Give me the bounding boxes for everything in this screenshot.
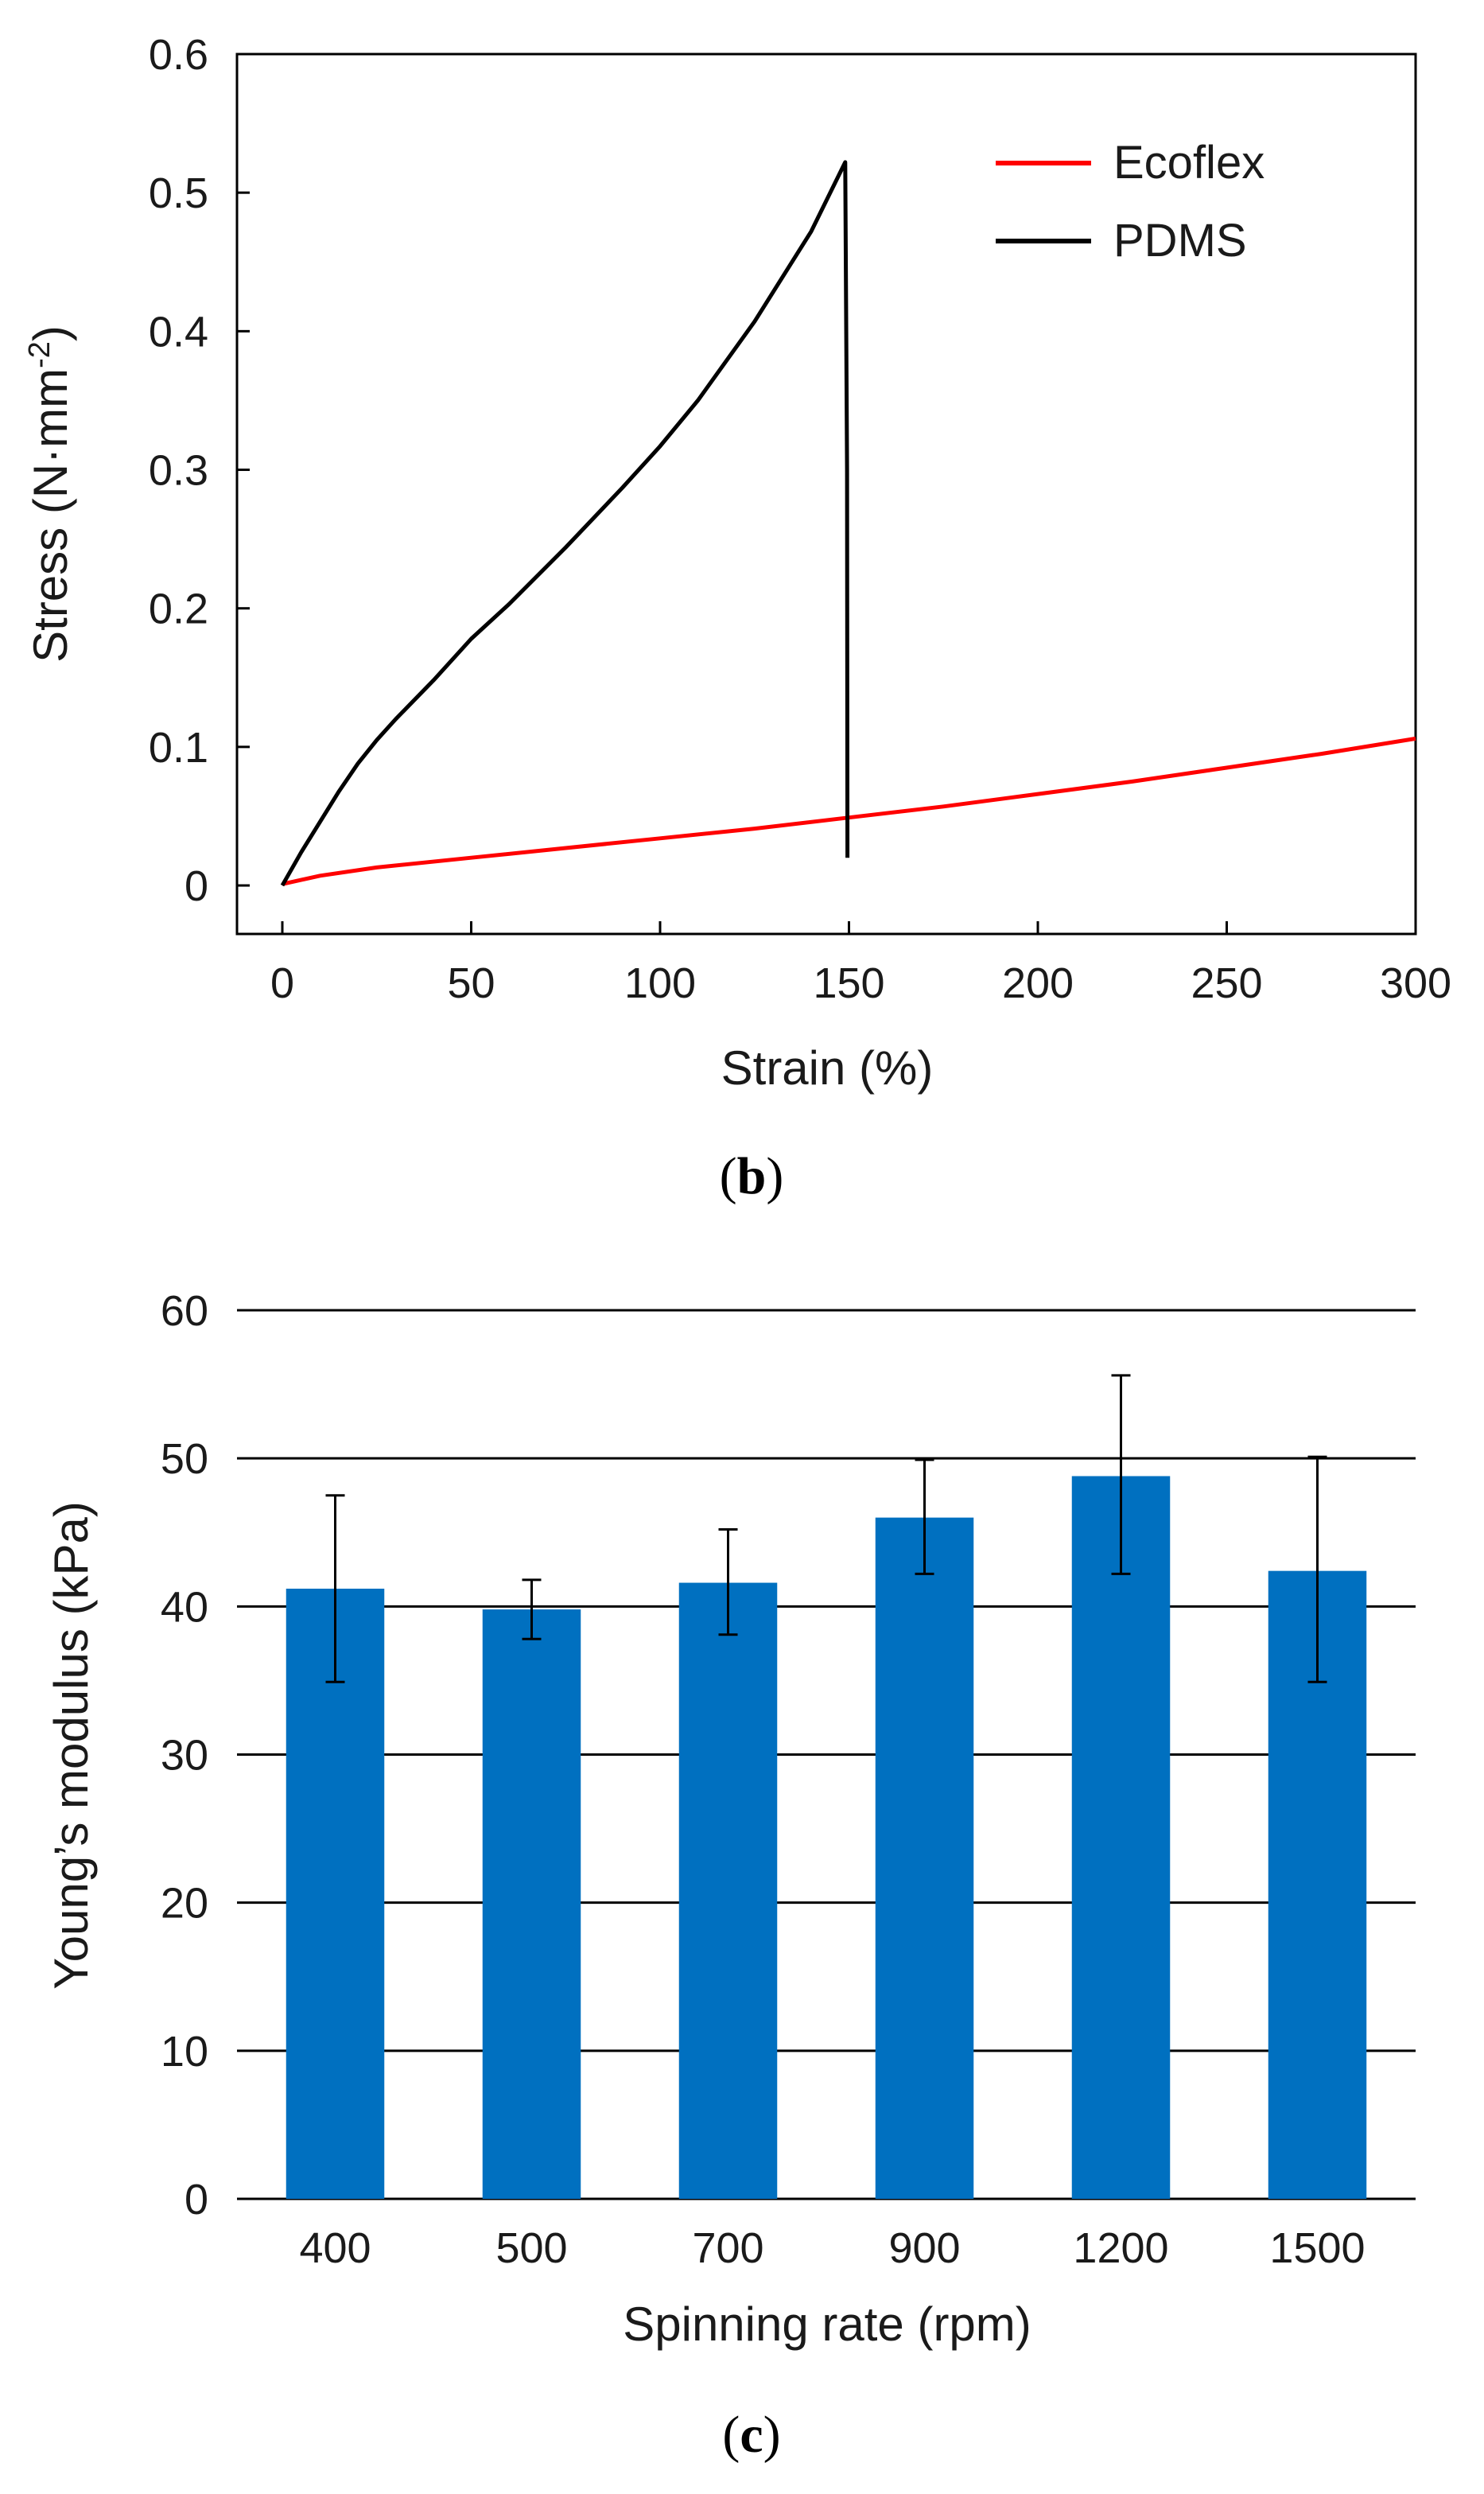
panel-label-b: (b)	[720, 1147, 784, 1205]
chart-b-x-tick-label: 200	[1002, 959, 1074, 1007]
chart-c-error-bars	[325, 1374, 1327, 1683]
chart-b-x-tick-label: 100	[624, 959, 696, 1007]
chart-b-x-tick-label: 250	[1191, 959, 1262, 1007]
bar-400	[286, 1588, 385, 2199]
panel-label-c: (c)	[722, 2406, 780, 2464]
chart-b-ticks: 0 50 100 150 200 250 300 0 0.1 0.2 0.3 0.4 0.5 0.6	[149, 31, 1451, 1007]
chart-b-y-axis-label: Stress (N·mm-2)	[23, 325, 77, 663]
chart-b-x-tick-label: 150	[813, 959, 884, 1007]
chart-b-y-axis-label-main: Stress (N·mm	[24, 368, 77, 663]
bar-900	[875, 1517, 974, 2199]
bar-500	[482, 1609, 581, 2199]
series-line-ecoflex	[282, 736, 1416, 886]
series-line-pdms	[280, 160, 850, 887]
chart-b-y-tick-label: 0.5	[149, 169, 208, 217]
panel-label-c-close: )	[763, 2406, 781, 2464]
chart-c: 0 10 20 30 40 50 60 400 500 700 900 1200 1500 Spinn…	[45, 1287, 1416, 2464]
chart-b-y-tick-label: 0	[185, 862, 208, 910]
chart-b-y-axis-label-end: )	[24, 325, 77, 341]
bar-700	[678, 1582, 778, 2199]
chart-c-x-tick-label: 1200	[1073, 2224, 1168, 2272]
chart-b-x-tick-label: 0	[270, 959, 294, 1007]
chart-b-y-tick-label: 0.4	[149, 308, 208, 356]
panel-label-c-open: (	[722, 2406, 740, 2464]
chart-c-x-tick-label: 700	[692, 2224, 763, 2272]
legend-label-ecoflex: Ecoflex	[1113, 137, 1265, 189]
bar-1200	[1071, 1476, 1171, 2199]
chart-c-ticks: 400 500 700 900 1200 1500	[299, 2224, 1365, 2272]
chart-c-x-axis-label: Spinning rate (rpm)	[623, 2298, 1031, 2351]
chart-c-bars	[286, 1476, 1367, 2199]
chart-b-y-tick-label: 0.2	[149, 586, 208, 633]
chart-c-y-tick-label: 30	[161, 1732, 208, 1780]
chart-c-gridlines: 0 10 20 30 40 50 60	[161, 1287, 1416, 2224]
chart-c-y-tick-label: 10	[161, 2028, 208, 2076]
chart-c-x-tick-label: 500	[495, 2224, 567, 2272]
chart-b-y-tick-label: 0.1	[149, 724, 208, 772]
panel-label-b-letter: b	[737, 1147, 767, 1205]
chart-c-x-tick-label: 1500	[1269, 2224, 1365, 2272]
chart-b-y-tick-label: 0.6	[149, 31, 208, 79]
chart-b-x-axis-label: Strain (%)	[721, 1041, 934, 1095]
chart-c-y-axis-label: Young’s modulus (kPa)	[45, 1501, 98, 1990]
chart-b-y-tick-label: 0.3	[149, 447, 208, 495]
chart-b-x-tick-label: 50	[447, 959, 495, 1007]
chart-c-x-tick-label: 400	[299, 2224, 371, 2272]
chart-c-x-tick-label: 900	[888, 2224, 960, 2272]
panel-label-c-letter: c	[740, 2406, 763, 2464]
panel-label-b-open: (	[720, 1147, 737, 1205]
chart-c-y-tick-label: 50	[161, 1435, 208, 1483]
chart-c-y-tick-label: 20	[161, 1880, 208, 1928]
chart-b-series	[280, 160, 1416, 887]
panel-label-b-close: )	[766, 1147, 783, 1205]
chart-b: 0 50 100 150 200 250 300 0 0.1 0.2 0.3 0.4 0.5 0.6 Ec…	[23, 31, 1451, 1205]
chart-c-y-tick-label: 60	[161, 1287, 208, 1335]
legend-label-pdms: PDMS	[1113, 215, 1247, 267]
chart-b-frame	[235, 53, 1417, 936]
chart-c-y-tick-label: 0	[185, 2176, 208, 2224]
chart-b-legend: Ecoflex PDMS	[996, 137, 1265, 267]
chart-b-y-axis-label-sup: -2	[23, 341, 56, 368]
chart-c-y-tick-label: 40	[161, 1583, 208, 1631]
chart-b-x-tick-label: 300	[1380, 959, 1451, 1007]
